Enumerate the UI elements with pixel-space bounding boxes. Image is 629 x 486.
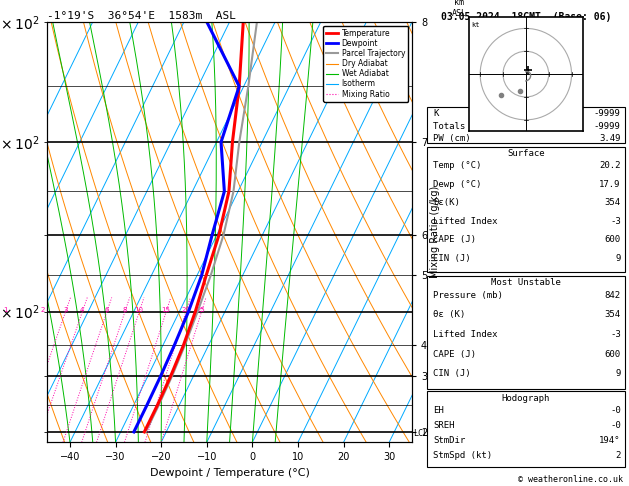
Legend: Temperature, Dewpoint, Parcel Trajectory, Dry Adiabat, Wet Adiabat, Isotherm, Mi: Temperature, Dewpoint, Parcel Trajectory…: [323, 26, 408, 102]
X-axis label: Dewpoint / Temperature (°C): Dewpoint / Temperature (°C): [150, 468, 309, 478]
Text: 4: 4: [80, 307, 84, 312]
Text: Lifted Index: Lifted Index: [433, 330, 498, 339]
Text: -0: -0: [610, 421, 621, 430]
Text: Totals Totals: Totals Totals: [433, 122, 503, 131]
Text: 354: 354: [604, 198, 621, 208]
Text: 2: 2: [615, 451, 621, 460]
Text: 2: 2: [40, 307, 45, 312]
Text: CAPE (J): CAPE (J): [433, 349, 476, 359]
Text: PW (cm): PW (cm): [433, 134, 470, 143]
Text: 9: 9: [615, 254, 621, 263]
Text: LCL: LCL: [413, 429, 428, 438]
Text: © weatheronline.co.uk: © weatheronline.co.uk: [518, 474, 623, 484]
Text: 6: 6: [104, 307, 109, 312]
Text: 600: 600: [604, 235, 621, 244]
Text: Hodograph: Hodograph: [502, 394, 550, 403]
Text: Lifted Index: Lifted Index: [433, 217, 498, 226]
Text: 03.05.2024  18GMT  (Base: 06): 03.05.2024 18GMT (Base: 06): [441, 12, 611, 22]
Text: 194°: 194°: [599, 436, 621, 445]
Text: CAPE (J): CAPE (J): [433, 235, 476, 244]
Text: 1: 1: [3, 307, 8, 312]
Text: 3.49: 3.49: [599, 134, 621, 143]
Text: EH: EH: [433, 406, 443, 415]
Text: Pressure (mb): Pressure (mb): [433, 291, 503, 300]
FancyBboxPatch shape: [427, 147, 625, 272]
Text: 17.9: 17.9: [599, 180, 621, 189]
Text: K: K: [433, 109, 438, 119]
Text: -9999: -9999: [594, 122, 621, 131]
Text: km
ASL: km ASL: [452, 0, 467, 17]
Text: Temp (°C): Temp (°C): [433, 161, 481, 171]
Text: Surface: Surface: [507, 149, 545, 158]
Text: 600: 600: [604, 349, 621, 359]
Text: StmSpd (kt): StmSpd (kt): [433, 451, 492, 460]
Text: 3: 3: [63, 307, 67, 312]
Text: -1°19'S  36°54'E  1583m  ASL: -1°19'S 36°54'E 1583m ASL: [47, 11, 236, 21]
Text: -3: -3: [610, 217, 621, 226]
Text: StmDir: StmDir: [433, 436, 465, 445]
Text: 10: 10: [135, 307, 143, 312]
Text: Most Unstable: Most Unstable: [491, 278, 561, 288]
Text: 20.2: 20.2: [599, 161, 621, 171]
Text: θε(K): θε(K): [433, 198, 460, 208]
Text: Dewp (°C): Dewp (°C): [433, 180, 481, 189]
FancyBboxPatch shape: [427, 107, 625, 143]
Text: CIN (J): CIN (J): [433, 254, 470, 263]
Text: 842: 842: [604, 291, 621, 300]
Text: -3: -3: [610, 330, 621, 339]
Text: -0: -0: [610, 406, 621, 415]
Text: 8: 8: [123, 307, 127, 312]
Text: 25: 25: [197, 307, 206, 312]
Text: θε (K): θε (K): [433, 310, 465, 319]
Text: 354: 354: [604, 310, 621, 319]
Text: 15: 15: [162, 307, 170, 312]
Text: SREH: SREH: [433, 421, 455, 430]
FancyBboxPatch shape: [427, 391, 625, 467]
Y-axis label: Mixing Ratio (g/kg): Mixing Ratio (g/kg): [430, 186, 440, 278]
Text: 9: 9: [615, 369, 621, 378]
Text: -9999: -9999: [594, 109, 621, 119]
Text: CIN (J): CIN (J): [433, 369, 470, 378]
FancyBboxPatch shape: [427, 276, 625, 389]
Text: 20: 20: [181, 307, 190, 312]
